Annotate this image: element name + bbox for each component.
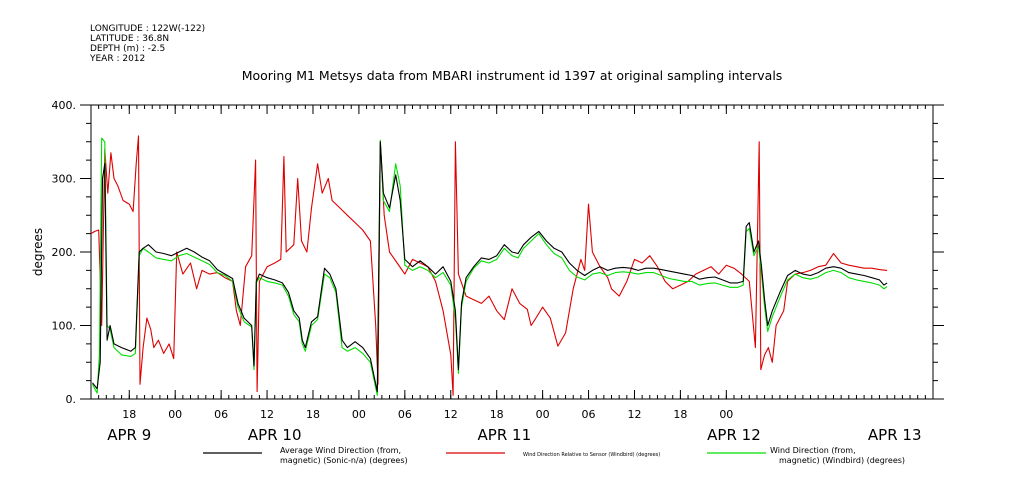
y-axis-label: degrees xyxy=(31,228,45,276)
x-tick-label: 18 xyxy=(306,408,320,421)
series-line-windbird xyxy=(92,137,888,396)
x-tick-label: 00 xyxy=(352,408,366,421)
y-tick-label: 400. xyxy=(52,99,77,112)
x-tick-label: 06 xyxy=(398,408,412,421)
y-tick-label: 200. xyxy=(52,246,77,259)
x-tick-label: 18 xyxy=(673,408,687,421)
x-tick-label: 06 xyxy=(214,408,228,421)
series-layer xyxy=(90,135,888,396)
legend-label-average-2: magnetic) (Sonic-n/a) (degrees) xyxy=(280,456,408,465)
x-day-label: APR 11 xyxy=(478,426,532,444)
x-tick-label: 00 xyxy=(168,408,182,421)
meta-year: YEAR : 2012 xyxy=(89,54,145,64)
x-day-label: APR 13 xyxy=(868,426,922,444)
x-tick-label: 00 xyxy=(536,408,550,421)
x-tick-label: 06 xyxy=(582,408,596,421)
x-tick-label: 18 xyxy=(490,408,504,421)
y-tick-label: 0. xyxy=(66,393,77,406)
axis-ticks: 18 00 06 12 18 00 06 12 18 00 06 12 18 00 APR 9 APR 10 A… xyxy=(52,99,944,444)
x-tick-label: 18 xyxy=(122,408,136,421)
x-tick-label: 12 xyxy=(627,408,641,421)
x-day-label: APR 9 xyxy=(107,426,151,444)
meta-depth: DEPTH (m) : -2.5 xyxy=(90,44,165,54)
legend: Average Wind Direction (from, magnetic) … xyxy=(203,446,905,465)
y-tick-label: 300. xyxy=(52,173,77,186)
y-tick-label: 100. xyxy=(52,320,77,333)
x-tick-label: 12 xyxy=(260,408,274,421)
x-tick-label: 00 xyxy=(719,408,733,421)
meta-latitude: LATITUDE : 36.8N xyxy=(90,34,169,44)
x-day-label: APR 12 xyxy=(707,426,761,444)
chart-title: Mooring M1 Metsys data from MBARI instru… xyxy=(242,68,783,83)
legend-label-windbird-2: magnetic) (Windbird) (degrees) xyxy=(779,456,905,465)
meta-longitude: LONGITUDE : 122W(-122) xyxy=(90,24,205,34)
series-line-average xyxy=(92,141,888,393)
x-tick-label: 12 xyxy=(444,408,458,421)
legend-label-average-1: Average Wind Direction (from, xyxy=(280,446,401,455)
legend-label-windbird-1: Wind Direction (from, xyxy=(770,446,856,455)
x-day-label: APR 10 xyxy=(248,426,302,444)
legend-label-relative: Wind Direction Relative to Sensor (Windb… xyxy=(523,452,660,458)
